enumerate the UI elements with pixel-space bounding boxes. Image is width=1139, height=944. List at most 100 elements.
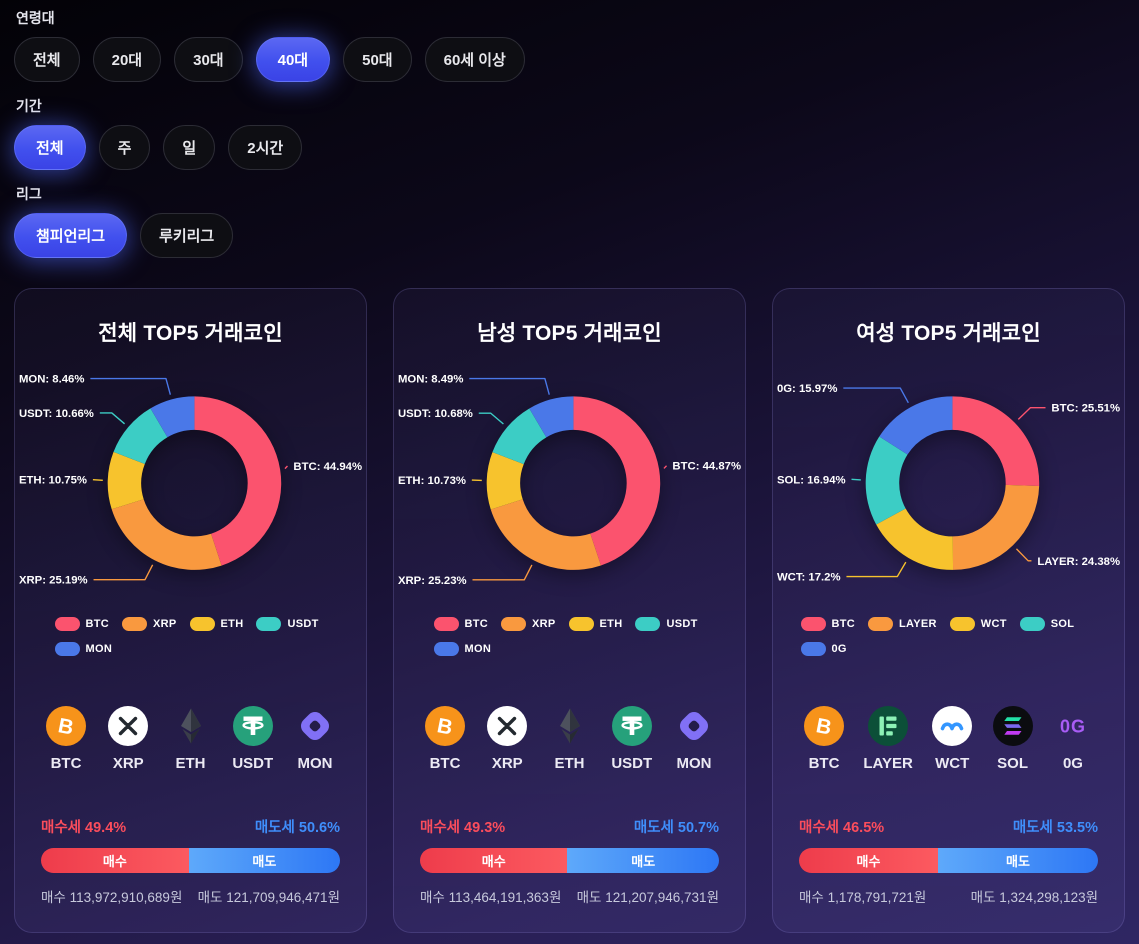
period-filter-group: 기간 전체 주 일 2시간: [14, 96, 1125, 170]
legend-item-USDT: USDT: [635, 617, 698, 632]
legend-swatch: [568, 617, 594, 632]
donut-slice-USDT: [113, 408, 168, 464]
coin-symbol: XRP: [112, 755, 144, 773]
cards-row: 전체 TOP5 거래코인 BTC: 44.94% XRP: 25.19% ETH: …: [14, 288, 1125, 934]
buy-bar-segment: 매수: [799, 848, 939, 874]
donut-slice-ETH: [486, 452, 524, 510]
coin-symbol: XRP: [491, 755, 523, 773]
legend-item-WCT: WCT: [949, 617, 1007, 632]
filter-league-option-1[interactable]: 루키리그: [140, 213, 234, 258]
amounts-row: 매수 1,178,791,721원 매도 1,324,298,123원: [799, 886, 1098, 906]
label-leader-line: [93, 564, 154, 581]
legend-swatch: [54, 617, 80, 632]
filter-age-option-5[interactable]: 60세 이상: [424, 37, 525, 82]
league-filter-group: 리그 챔피언리그 루키리그: [14, 184, 1125, 258]
coin-LAYER: LAYER: [863, 705, 913, 773]
coin-MON: MON: [294, 705, 336, 772]
filter-period-option-2[interactable]: 일: [163, 125, 216, 170]
eth-icon: [559, 708, 580, 744]
buy-sell-ratio-bar: 매수 매도: [420, 848, 719, 874]
coin-XRP: XRP: [486, 705, 528, 772]
card-title: 여성 TOP5 거래코인: [856, 322, 1041, 345]
label-leader-line: [284, 465, 288, 470]
btc-icon: B: [425, 706, 465, 747]
coin-symbol: ETH: [554, 755, 585, 773]
sell-pressure: 매도세 50.7%: [633, 820, 719, 837]
donut-slice-USDT: [492, 408, 547, 465]
filter-age-option-4[interactable]: 50대: [343, 37, 412, 82]
legend-swatch: [256, 617, 282, 632]
league-filter-options: 챔피언리그 루키리그: [14, 213, 1125, 258]
sell-bar-segment: 매도: [938, 848, 1098, 874]
coin-USDT: USDT: [232, 705, 274, 772]
donut-slice-BTC: [194, 396, 282, 566]
filter-age-option-0[interactable]: 전체: [14, 37, 80, 82]
buy-pressure: 매수세 49.4%: [41, 820, 127, 837]
legend-swatch: [868, 617, 894, 632]
sell-pressure: 매도세 53.5%: [1012, 820, 1098, 837]
donut-chart: BTC: 25.51% LAYER: 24.38% WCT: 17.2% SOL: 1…: [773, 355, 1124, 611]
usdt-icon: [611, 706, 652, 747]
xrp-icon: [108, 706, 149, 747]
coin-symbol: USDT: [232, 755, 274, 773]
donut-svg: BTC: 44.94% XRP: 25.19% ETH: 10.75% USDT: 1…: [19, 373, 362, 586]
legend-name: XRP: [532, 618, 556, 631]
legend-item-0G: 0G: [800, 642, 847, 657]
coin-symbol: MON: [297, 755, 333, 773]
coin-symbol: LAYER: [863, 755, 913, 773]
svg-text:0G: 0G: [1060, 717, 1086, 737]
buy-pressure: 매수세 46.5%: [799, 820, 885, 837]
coin-symbol: BTC: [50, 755, 82, 773]
buy-amount: 매수 1,178,791,721원: [799, 890, 927, 906]
donut-slice-WCT: [876, 508, 954, 570]
donut-slice-BTC: [952, 396, 1040, 486]
trade-stats: 매수세 49.4% 매도세 50.6% 매수 매도 매수 113,972,910…: [15, 816, 366, 906]
legend-item-MON: MON: [433, 642, 492, 657]
label-leader-line: [851, 478, 861, 481]
coin-symbol: MON: [676, 755, 712, 773]
coin-symbol: 0G: [1062, 755, 1083, 773]
buy-pressure: 매수세 49.3%: [420, 820, 506, 837]
label-leader-line: [469, 377, 550, 395]
filter-age-option-3[interactable]: 40대: [255, 37, 331, 82]
coin-BTC: B BTC: [45, 705, 87, 772]
donut-label: MON: 8.46%: [19, 373, 84, 385]
svg-text:B: B: [56, 715, 75, 740]
legend-item-SOL: SOL: [1019, 617, 1075, 632]
coin-BTC: B BTC: [803, 705, 845, 772]
label-leader-line: [846, 561, 907, 578]
buy-bar-segment: 매수: [41, 848, 189, 874]
legend-name: SOL: [1050, 618, 1075, 631]
legend-swatch: [122, 617, 148, 632]
coin-SOL: SOL: [992, 705, 1034, 772]
filter-period-option-3[interactable]: 2시간: [228, 125, 303, 170]
filter-period-option-1[interactable]: 주: [98, 125, 151, 170]
coin-stats-card: 여성 TOP5 거래코인 BTC: 25.51% LAYER: 24.38% WCT…: [772, 288, 1125, 934]
filter-age-option-1[interactable]: 20대: [92, 37, 162, 82]
donut-slice-MON: [150, 396, 195, 438]
legend-name: BTC: [85, 618, 110, 631]
sell-pressure: 매도세 50.6%: [254, 820, 340, 837]
filter-age-option-2[interactable]: 30대: [174, 37, 243, 82]
coin-icons-row: B BTC XRP ETH USDT MON: [15, 705, 366, 772]
legend-item-USDT: USDT: [256, 617, 318, 632]
legend-name: LAYER: [899, 618, 937, 631]
donut-label: ETH: 10.75%: [19, 475, 87, 487]
donut-label: WCT: 17.2%: [777, 572, 841, 584]
legend-name: ETH: [220, 618, 244, 631]
legend-name: USDT: [666, 618, 698, 631]
coin-MON: MON: [673, 705, 715, 772]
buy-sell-ratio-bar: 매수 매도: [799, 848, 1098, 874]
filter-period-option-0[interactable]: 전체: [14, 125, 86, 170]
legend-item-ETH: ETH: [568, 617, 623, 632]
coin-XRP: XRP: [107, 705, 149, 772]
coin-ETH: ETH: [549, 705, 591, 772]
coin-stats-card: 남성 TOP5 거래코인 BTC: 44.87% XRP: 25.23% ETH: …: [393, 288, 746, 934]
donut-slice-LAYER: [952, 484, 1040, 570]
legend-name: MON: [85, 643, 113, 656]
coin-stats-card: 전체 TOP5 거래코인 BTC: 44.94% XRP: 25.19% ETH: …: [14, 288, 367, 934]
sell-amount: 매도 1,324,298,123원: [970, 890, 1098, 906]
filter-league-option-0[interactable]: 챔피언리그: [14, 213, 128, 258]
legend-name: BTC: [464, 618, 489, 631]
